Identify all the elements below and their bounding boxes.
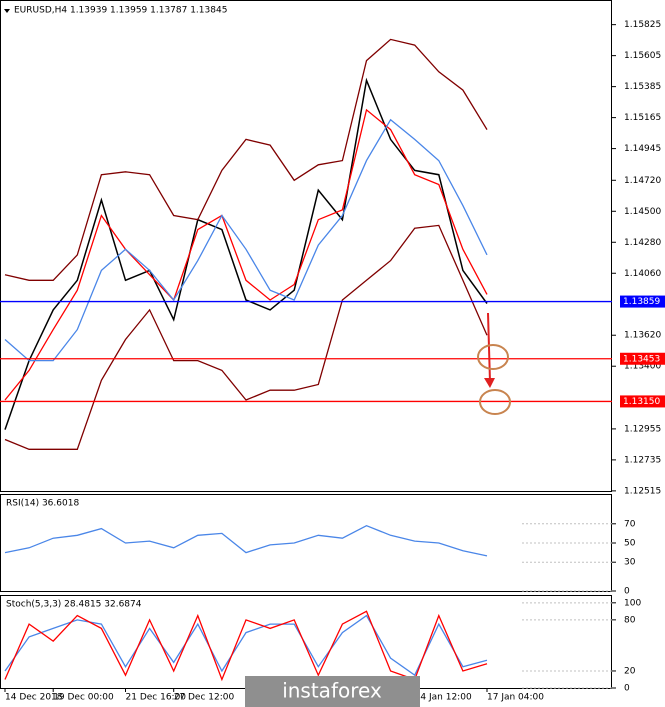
target-circle [477,344,509,370]
y-tick-label: 0 [624,684,630,694]
y-tick-label: 1.14060 [624,269,661,279]
y-tick-label: 50 [624,539,636,549]
arrow-head [484,378,495,388]
y-tick-label: 80 [624,615,636,625]
y-tick-label: 0 [624,587,630,597]
y-tick-label: 1.13400 [624,362,661,372]
stoch-panel [0,595,612,689]
level-label: 1.13150 [623,397,660,407]
watermark-box [245,676,420,707]
y-tick-label: 1.14500 [624,207,661,217]
x-tick-label: 27 Dec 12:00 [174,693,235,703]
level-label: 1.13859 [623,297,660,307]
y-tick-label: 1.15605 [624,51,661,61]
x-tick-label: 21 Dec 16:00 [126,693,187,703]
price-panel [0,0,612,492]
x-tick-label: 17 Jan 04:00 [487,693,544,703]
x-tick-label: 14 Jan 12:00 [415,693,472,703]
target-circle [479,389,511,415]
y-tick-label: 1.15165 [624,113,661,123]
rsi-panel [0,494,612,592]
series-line [4,108,488,401]
watermark: instaforex [282,679,382,703]
y-tick-label: 1.14945 [624,144,661,154]
x-tick-label: 14 Dec 2018 [5,693,63,703]
y-tick-label: 1.14720 [624,176,661,186]
y-tick-label: 1.12515 [624,486,661,496]
arrow [487,312,491,383]
y-tick-label: 1.12735 [624,455,661,465]
series-line [4,614,488,677]
level-tag [620,295,665,308]
series-line [4,224,488,450]
level-tag [620,352,665,365]
y-tick-label: 1.13620 [624,331,661,341]
menu-triangle [4,9,10,13]
x-tick-label: 19 Dec 00:00 [53,693,114,703]
stoch-title: Stoch(5,3,3) 28.4815 32.6874 [6,600,142,610]
y-tick-label: 1.14280 [624,238,661,248]
y-tick-label: 1.15825 [624,20,661,30]
chart-title: EURUSD,H4 1.13939 1.13959 1.13787 1.1384… [14,6,227,16]
series-line [4,118,488,362]
y-tick-label: 30 [624,558,636,568]
level-label: 1.13453 [623,354,660,364]
rsi-title: RSI(14) 36.6018 [6,499,79,509]
y-tick-label: 1.15385 [624,82,661,92]
y-tick-label: 70 [624,519,636,529]
series-line [4,524,488,557]
level-tag [620,395,665,408]
y-tick-label: 1.12955 [624,424,661,434]
y-tick-label: 20 [624,666,636,676]
series-line [4,38,488,281]
y-tick-label: 100 [624,598,641,608]
